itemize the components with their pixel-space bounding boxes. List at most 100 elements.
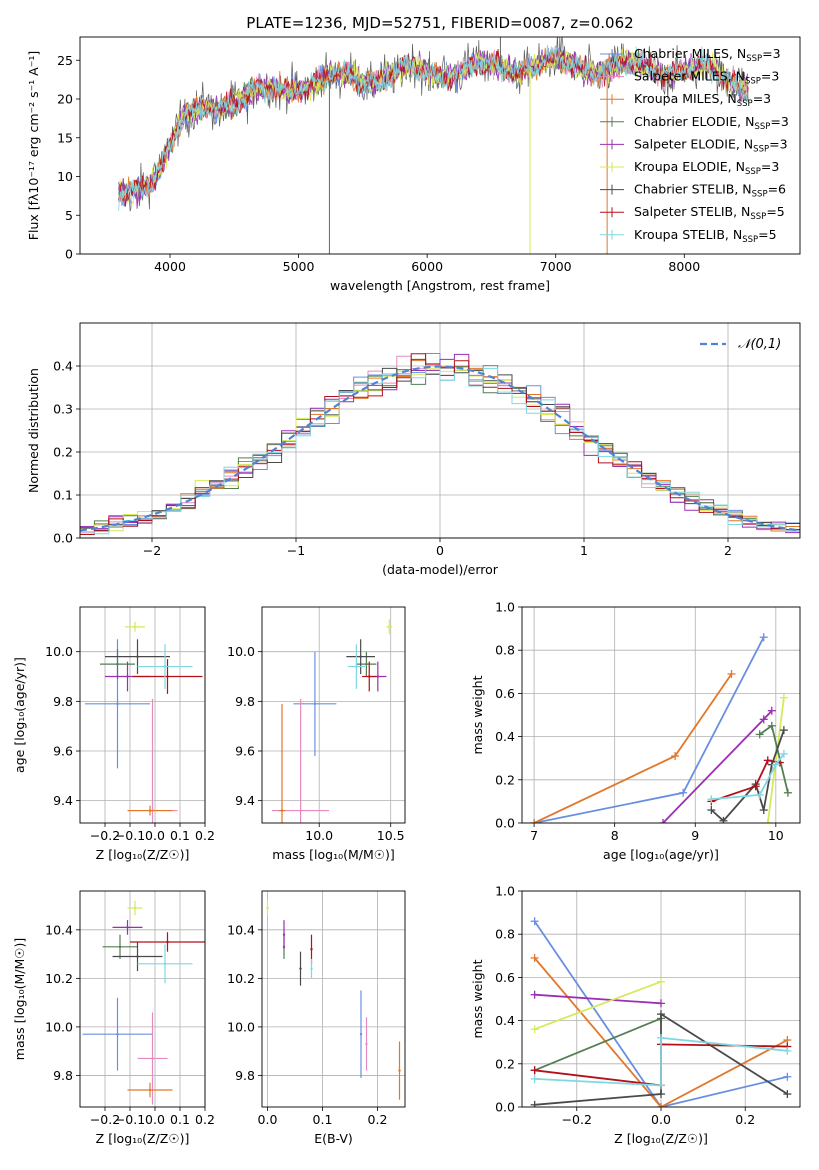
weight-series-line	[711, 753, 785, 801]
data-point	[280, 809, 284, 812]
y-tick-label: 0.0	[495, 816, 515, 831]
legend-label: Kroupa ELODIE, NSSP=3	[634, 159, 779, 177]
data-point	[365, 662, 368, 666]
legend-label: Chabrier STELIB, NSSP=6	[634, 182, 786, 200]
legend-subscript: SSP	[752, 190, 768, 200]
y-axis-label: mass weight	[470, 675, 485, 754]
x-tick-label: 4000	[154, 259, 186, 274]
y-tick-label: 0.2	[495, 772, 515, 787]
y-tick-label: 0.2	[53, 445, 73, 460]
data-point	[126, 926, 129, 929]
x-axis-label: (data-model)/error	[382, 562, 499, 577]
y-tick-label: 9.8	[235, 694, 255, 709]
weight-marker	[779, 726, 788, 735]
weight-marker	[767, 706, 776, 715]
data-point	[313, 702, 317, 706]
y-tick-label: 9.8	[53, 694, 73, 709]
y-axis-label: mass weight	[470, 959, 485, 1038]
weight-series-line	[534, 980, 662, 1031]
spectrum-line	[118, 44, 749, 211]
weight-marker	[659, 819, 668, 823]
data-point	[310, 948, 313, 951]
y-tick-label: 0.8	[495, 927, 515, 942]
weight-marker	[657, 977, 665, 986]
y-tick-label: 10.4	[45, 922, 73, 937]
data-point	[148, 809, 152, 812]
x-tick-label: 8	[611, 828, 619, 843]
y-tick-label: 1.0	[495, 600, 515, 615]
x-tick-label: 0.1	[170, 1112, 190, 1127]
x-tick-label: 7000	[540, 259, 572, 274]
y-tick-label: 9.4	[235, 793, 255, 808]
axes-frame	[79, 606, 206, 824]
legend-count: =5	[758, 227, 776, 242]
x-tick-label: 0.2	[735, 1112, 755, 1127]
data-point	[166, 675, 169, 678]
weight-marker	[751, 782, 760, 791]
spectrum-panel: 4000 5000 6000 7000 8000 0 5 10 15 20 25 wavelength…	[26, 36, 801, 293]
plot-area	[85, 621, 203, 823]
grid-lines	[262, 607, 405, 823]
x-tick-label: 9	[691, 828, 699, 843]
weight-marker	[771, 760, 780, 769]
data-point	[151, 1057, 154, 1060]
weight-marker	[657, 1033, 665, 1042]
y-tick-label: 15	[57, 130, 73, 145]
grid-lines	[80, 891, 206, 1107]
plot-area	[530, 917, 792, 1107]
weight-marker	[657, 1103, 665, 1107]
spectrum-line	[118, 49, 749, 207]
y-tick-label: 10.4	[227, 922, 255, 937]
weight-series-line	[534, 1017, 662, 1072]
legend-label: Salpeter STELIB, NSSP=5	[634, 204, 785, 222]
weight-marker	[530, 1025, 539, 1034]
weight-marker	[759, 633, 768, 642]
x-tick-label: 0.0	[258, 1112, 278, 1127]
x-tick-label: 0.1	[313, 1112, 333, 1127]
weight-marker	[657, 1010, 665, 1019]
legend-count: =3	[761, 69, 779, 84]
weight-marker	[727, 669, 736, 678]
legend-subscript: SSP	[754, 122, 770, 132]
x-tick-label: 0	[436, 543, 444, 558]
weight-marker	[783, 1090, 792, 1099]
x-tick-label: 7	[530, 828, 538, 843]
weight-series-line	[533, 673, 733, 823]
weight-marker	[657, 1081, 665, 1090]
weight-marker	[779, 749, 788, 758]
x-tick-label: 5000	[283, 259, 315, 274]
grid-lines	[80, 607, 206, 823]
y-tick-label: 9.6	[235, 744, 255, 759]
x-tick-label: 0.1	[170, 828, 190, 843]
plot-area	[266, 900, 401, 1100]
legend-subscript: SSP	[750, 212, 766, 222]
legend-subscript: SSP	[746, 54, 762, 64]
legend-label: Kroupa MILES, NSSP=3	[634, 91, 771, 109]
legend-count: =3	[753, 91, 771, 106]
y-tick-label: 0	[65, 247, 73, 262]
weight-series-line	[534, 1036, 788, 1087]
data-point	[310, 967, 313, 970]
weight-series-line	[534, 993, 662, 1005]
x-tick-label: 10	[768, 828, 784, 843]
y-axis-label: Flux [fλ10⁻¹⁷ erg cm⁻² s⁻¹ A⁻¹]	[26, 51, 41, 240]
legend-count: =3	[770, 114, 788, 129]
x-tick-label: −0.1	[115, 828, 145, 843]
y-tick-label: 0.3	[53, 402, 73, 417]
age-vs-metallicity-panel: −0.2−0.1 0.0 0.1 0.2 9.4 9.6 9.8 10.0 Z [log₁₀(Z…	[12, 606, 215, 862]
x-tick-label: 1	[580, 543, 588, 558]
x-tick-label: 0.2	[195, 1112, 215, 1127]
x-tick-label: −0.2	[90, 1112, 120, 1127]
weight-series-line	[533, 957, 788, 1107]
axes-frame	[79, 322, 801, 539]
x-axis-label: age [log₁₀(age/yr)]	[603, 847, 719, 862]
y-tick-label: 0.6	[495, 686, 515, 701]
axes-frame	[79, 36, 801, 255]
weight-marker	[759, 715, 768, 724]
weight-marker	[657, 999, 665, 1008]
y-tick-label: 0.4	[495, 729, 515, 744]
data-point	[359, 1032, 363, 1036]
x-tick-label: 10.5	[377, 828, 405, 843]
plot-area	[272, 619, 393, 823]
